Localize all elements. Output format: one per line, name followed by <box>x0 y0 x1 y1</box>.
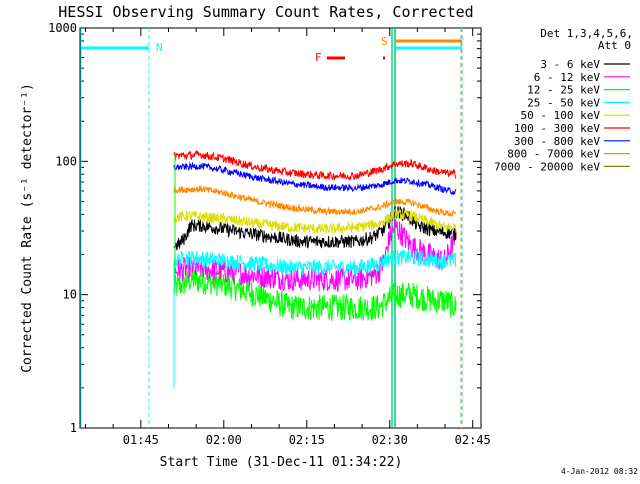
legend-title-line-2: Att 0 <box>598 39 631 52</box>
legend-label: 800 - 7000 keV <box>507 148 600 161</box>
generation-timestamp: 4-Jan-2012 08:32 <box>561 467 638 476</box>
y-tick-label: 100 <box>55 154 77 168</box>
chart-title: HESSI Observing Summary Count Rates, Cor… <box>58 3 473 21</box>
saa-marker-label: S <box>381 35 388 48</box>
legend-label: 300 - 800 keV <box>514 135 600 148</box>
x-tick-label: 02:45 <box>455 433 491 447</box>
series-line-0 <box>173 206 457 251</box>
series-line-7 <box>173 185 457 218</box>
x-axis-label: Start Time (31-Dec-11 01:34:22) <box>160 455 403 470</box>
legend-title-line-1: Det 1,3,4,5,6, <box>540 27 633 40</box>
series-line-5 <box>173 149 457 182</box>
series-lines <box>173 149 457 388</box>
series-line-6 <box>173 161 457 196</box>
legend-label: 3 - 6 keV <box>540 58 600 71</box>
legend-label: 6 - 12 keV <box>534 71 601 84</box>
legend-label: 7000 - 20000 keV <box>494 160 600 173</box>
legend-label: 25 - 50 keV <box>527 96 600 109</box>
series-line-4 <box>173 207 457 234</box>
y-axis-label: Corrected Count Rate (s⁻¹ detector⁻¹) <box>20 83 35 373</box>
x-tick-label: 02:30 <box>372 433 408 447</box>
y-tick-label: 1 <box>70 421 77 435</box>
series-line-2 <box>173 267 457 322</box>
series-line-3 <box>173 249 457 277</box>
legend-label: 12 - 25 keV <box>527 84 600 97</box>
night-marker-label: N <box>156 41 163 54</box>
x-tick-label: 02:00 <box>206 433 242 447</box>
y-tick-label: 10 <box>63 288 77 302</box>
plot-frame <box>79 27 482 429</box>
flare-marker-label: F <box>315 51 322 64</box>
x-tick-label: 01:45 <box>123 433 159 447</box>
legend-label: 50 - 100 keV <box>521 109 601 122</box>
y-tick-label: 1000 <box>48 21 77 35</box>
axis-ticks: 01:45 02:00 02:15 02:30 02:45 1 10 100 1000 <box>48 21 491 447</box>
legend-label: 100 - 300 keV <box>514 122 600 135</box>
x-tick-label: 02:15 <box>289 433 325 447</box>
